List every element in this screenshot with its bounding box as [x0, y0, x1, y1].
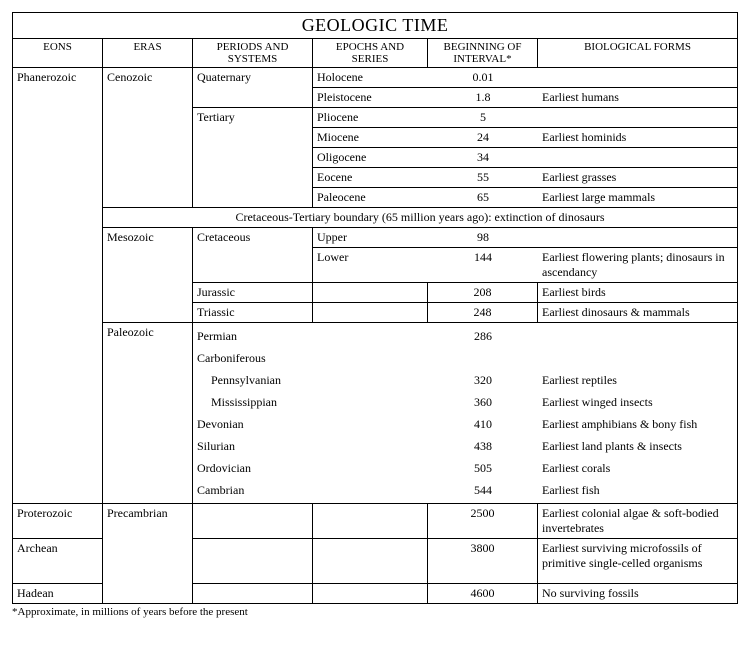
epoch-paleocene: Paleocene [313, 188, 428, 208]
int-triassic: 248 [428, 303, 538, 323]
period-tertiary: Tertiary [193, 108, 313, 208]
int-lower: 144 [428, 248, 538, 283]
bio-triassic: Earliest dinosaurs & mammals [538, 303, 738, 323]
bio-devonian: Earliest amphibians & bony fish [538, 413, 737, 435]
period-triassic: Triassic [193, 303, 313, 323]
bio-mississippian: Earliest winged insects [538, 391, 737, 413]
int-paleocene: 65 [428, 188, 538, 208]
int-silurian: 438 [428, 435, 538, 457]
period-silurian: Silurian [193, 435, 313, 457]
era-precambrian: Precambrian [103, 504, 193, 604]
int-holocene: 0.01 [428, 68, 538, 88]
bio-silurian: Earliest land plants & insects [538, 435, 737, 457]
int-pleistocene: 1.8 [428, 88, 538, 108]
period-carboniferous: Carboniferous [193, 347, 313, 369]
eon-phanerozoic: Phanerozoic [13, 68, 103, 504]
epoch-oligocene: Oligocene [313, 148, 428, 168]
bio-hadean: No surviving fossils [538, 584, 738, 604]
int-miocene: 24 [428, 128, 538, 148]
era-paleozoic: Paleozoic [103, 323, 193, 504]
int-pliocene: 5 [428, 108, 538, 128]
int-permian: 286 [428, 325, 538, 347]
epoch-holocene: Holocene [313, 68, 428, 88]
bio-jurassic: Earliest birds [538, 283, 738, 303]
period-cretaceous: Cretaceous [193, 228, 313, 283]
int-upper: 98 [428, 228, 538, 248]
bio-proterozoic: Earliest colonial algae & soft-bodied in… [538, 504, 738, 539]
geologic-time-table: GEOLOGIC TIME EONS ERAS PERIODS AND SYST… [12, 12, 738, 604]
col-eras: ERAS [103, 39, 193, 68]
epoch-pliocene: Pliocene [313, 108, 428, 128]
footnote: *Approximate, in millions of years befor… [12, 604, 738, 618]
period-quaternary: Quaternary [193, 68, 313, 108]
bio-paleocene: Earliest large mammals [538, 188, 737, 208]
col-bio: BIOLOGICAL FORMS [538, 39, 738, 68]
bio-lower: Earliest flowering plants; dinosaurs in … [538, 248, 737, 283]
epoch-upper: Upper [313, 228, 428, 248]
int-proterozoic: 2500 [428, 504, 538, 539]
epoch-lower: Lower [313, 248, 428, 283]
int-eocene: 55 [428, 168, 538, 188]
bio-eocene: Earliest grasses [538, 168, 737, 188]
eon-proterozoic: Proterozoic [13, 504, 103, 539]
int-hadean: 4600 [428, 584, 538, 604]
period-jurassic: Jurassic [193, 283, 313, 303]
period-devonian: Devonian [193, 413, 313, 435]
period-ordovician: Ordovician [193, 457, 313, 479]
bio-pennsylvanian: Earliest reptiles [538, 369, 737, 391]
bio-pleistocene: Earliest humans [538, 88, 737, 108]
int-mississippian: 360 [428, 391, 538, 413]
bio-cambrian: Earliest fish [538, 479, 737, 501]
period-pennsylvanian: Pennsylvanian [193, 369, 313, 391]
epoch-eocene: Eocene [313, 168, 428, 188]
int-ordovician: 505 [428, 457, 538, 479]
col-eons: EONS [13, 39, 103, 68]
epoch-pleistocene: Pleistocene [313, 88, 428, 108]
int-devonian: 410 [428, 413, 538, 435]
int-oligocene: 34 [428, 148, 538, 168]
int-jurassic: 208 [428, 283, 538, 303]
int-cambrian: 544 [428, 479, 538, 501]
period-mississippian: Mississippian [193, 391, 313, 413]
col-periods: PERIODS AND SYSTEMS [193, 39, 313, 68]
era-mesozoic: Mesozoic [103, 228, 193, 323]
eon-archean: Archean [13, 539, 103, 584]
bio-archean: Earliest surviving microfossils of primi… [538, 539, 738, 584]
period-permian: Permian [193, 325, 313, 347]
era-cenozoic: Cenozoic [103, 68, 193, 208]
int-pennsylvanian: 320 [428, 369, 538, 391]
eon-hadean: Hadean [13, 584, 103, 604]
col-epochs: EPOCHS AND SERIES [313, 39, 428, 68]
int-archean: 3800 [428, 539, 538, 584]
kt-boundary: Cretaceous-Tertiary boundary (65 million… [103, 208, 738, 228]
bio-ordovician: Earliest corals [538, 457, 737, 479]
epoch-miocene: Miocene [313, 128, 428, 148]
table-title: GEOLOGIC TIME [13, 13, 738, 39]
col-interval: BEGINNING OF INTERVAL* [428, 39, 538, 68]
bio-miocene: Earliest hominids [538, 128, 737, 148]
period-cambrian: Cambrian [193, 479, 313, 501]
